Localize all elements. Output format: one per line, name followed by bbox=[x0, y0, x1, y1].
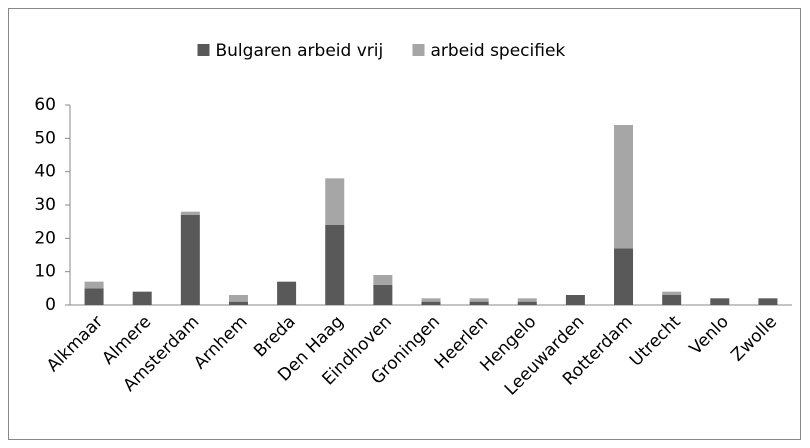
bar-segment bbox=[373, 285, 393, 305]
chart-frame bbox=[8, 8, 801, 440]
bar-segment bbox=[132, 291, 152, 305]
y-tick-label: 40 bbox=[34, 162, 56, 182]
bar-segment bbox=[421, 298, 441, 302]
bar-segment bbox=[614, 125, 634, 249]
bar-segment bbox=[710, 298, 730, 305]
bar-segment bbox=[662, 291, 682, 295]
legend-swatch bbox=[197, 44, 210, 56]
legend-swatch bbox=[412, 44, 425, 56]
bar-segment bbox=[84, 288, 104, 305]
bar-segment bbox=[180, 211, 200, 215]
bar-segment bbox=[325, 225, 345, 305]
y-tick-label: 30 bbox=[34, 195, 56, 215]
bar-segment bbox=[517, 301, 537, 305]
bar-segment bbox=[758, 298, 778, 305]
legend-label: Bulgaren arbeid vrij bbox=[216, 41, 384, 61]
bar-segment bbox=[228, 295, 248, 302]
y-tick-label: 20 bbox=[34, 228, 56, 248]
bar-segment bbox=[469, 298, 489, 302]
y-tick-label: 10 bbox=[34, 262, 56, 282]
bar-segment bbox=[469, 301, 489, 305]
y-tick-label: 50 bbox=[34, 128, 56, 148]
y-tick-label: 60 bbox=[34, 95, 56, 115]
bar-segment bbox=[277, 281, 297, 305]
bar-segment bbox=[517, 298, 537, 302]
legend-label: arbeid specifiek bbox=[431, 41, 566, 61]
bar-segment bbox=[325, 178, 345, 225]
bar-segment bbox=[228, 301, 248, 305]
bar-segment bbox=[180, 215, 200, 305]
bar-segment bbox=[421, 301, 441, 305]
bar-segment bbox=[373, 275, 393, 285]
bar-segment bbox=[614, 248, 634, 305]
bar-segment bbox=[662, 295, 682, 305]
y-tick-label: 0 bbox=[45, 295, 56, 315]
bar-segment bbox=[565, 295, 585, 305]
bar-segment bbox=[84, 281, 104, 289]
